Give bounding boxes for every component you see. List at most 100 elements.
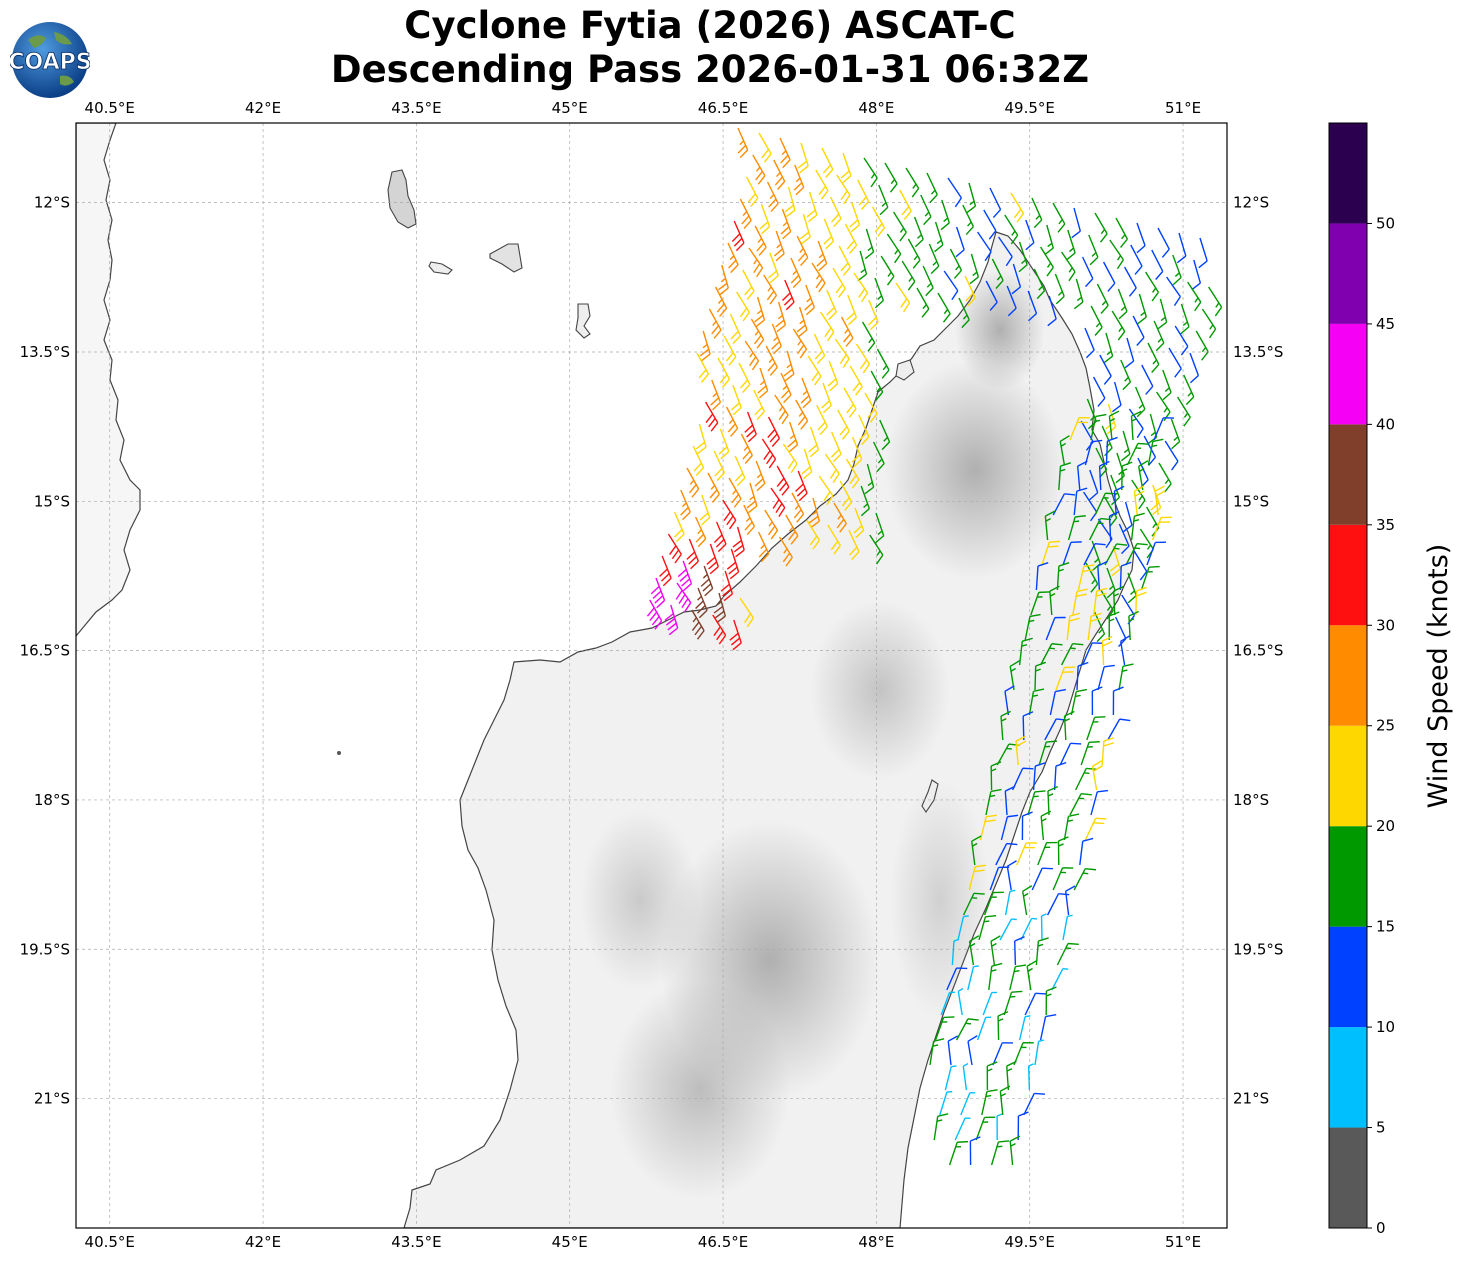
wind-barb — [1017, 1111, 1029, 1141]
barb-flag — [654, 620, 663, 630]
wind-barb — [1024, 613, 1041, 641]
sainte-marie — [921, 779, 939, 813]
barb-flag — [1009, 1135, 1021, 1142]
wind-barb — [824, 453, 840, 484]
colorbar-bin — [1329, 625, 1367, 726]
barb-shaft — [944, 1066, 952, 1091]
barb-half — [1118, 326, 1123, 332]
barb-shaft — [868, 299, 879, 323]
barb-half — [1123, 448, 1129, 454]
barb-flag — [1109, 563, 1120, 572]
barb-flag — [840, 170, 850, 179]
barb-flag — [967, 1018, 979, 1021]
barb-half — [1109, 585, 1114, 590]
barb-half — [941, 1021, 948, 1023]
barb-shaft — [851, 436, 863, 460]
barb-shaft — [1119, 565, 1122, 591]
wind-barb — [838, 245, 851, 276]
barb-shaft — [937, 292, 951, 315]
barb-flag — [967, 297, 976, 307]
wind-barb — [779, 536, 793, 567]
wind-barb — [796, 235, 809, 267]
barb-flag — [1014, 936, 1025, 942]
barb-flag — [822, 405, 832, 414]
wind-barb — [1080, 741, 1100, 766]
lon-tick-label-bottom: 43.5°E — [391, 1233, 441, 1251]
barb-flag — [846, 240, 855, 250]
barb-flag — [1065, 885, 1076, 892]
barb-half — [1146, 544, 1152, 550]
barb-flag — [732, 335, 741, 345]
barb-shaft — [1136, 222, 1146, 246]
barb-shaft — [1130, 516, 1136, 541]
barb-half — [797, 340, 802, 346]
barb-flag — [1005, 785, 1016, 792]
barb-half — [1101, 300, 1107, 306]
barb-shaft — [680, 489, 691, 513]
barb-shaft — [682, 560, 693, 584]
africa-coast — [76, 123, 141, 637]
barb-half — [1152, 287, 1157, 293]
lon-tick-label-top: 51°E — [1165, 99, 1201, 117]
barb-flag — [867, 409, 876, 419]
wind-barb — [801, 448, 813, 480]
barb-shaft — [765, 345, 778, 368]
barb-flag — [673, 528, 683, 538]
wind-barb — [740, 433, 753, 464]
barb-flag — [1076, 593, 1087, 597]
barb-flag — [842, 358, 850, 369]
barb-half — [1075, 694, 1081, 698]
wind-barb — [1066, 612, 1081, 641]
barb-flag — [742, 383, 751, 393]
wind-barb — [1098, 460, 1110, 491]
barb-half — [1209, 324, 1214, 330]
barb-shaft — [1151, 249, 1164, 272]
barb-flag — [1096, 587, 1108, 592]
barb-flag — [747, 505, 758, 514]
wind-barb — [901, 260, 916, 291]
barb-flag — [965, 292, 974, 302]
barb-half — [1009, 995, 1016, 998]
colorbar-tick-label: 40 — [1376, 415, 1395, 433]
wind-barb — [1164, 440, 1179, 471]
barb-flag — [735, 242, 745, 252]
barb-flag — [828, 311, 837, 321]
barb-flag — [649, 611, 658, 622]
barb-half — [1098, 522, 1104, 525]
lon-tick-label-top: 49.5°E — [1005, 99, 1055, 117]
barb-half — [1121, 234, 1126, 240]
barb-half — [991, 991, 998, 994]
barb-half — [1059, 468, 1066, 472]
barb-flag — [1067, 942, 1079, 946]
barb-half — [1082, 872, 1089, 875]
wind-barb — [1127, 572, 1137, 604]
barb-shaft — [1122, 430, 1131, 455]
barb-half — [876, 550, 881, 556]
barb-flag — [1094, 326, 1103, 336]
barb-half — [697, 529, 702, 535]
barb-flag — [802, 399, 812, 409]
barb-flag — [1155, 541, 1167, 544]
barb-flag — [1077, 661, 1089, 667]
wind-barb — [710, 379, 722, 411]
grande-comore — [387, 169, 417, 229]
small-islet — [337, 751, 341, 755]
wind-barb — [1146, 541, 1167, 566]
wind-barb — [808, 426, 820, 458]
barb-shaft — [791, 492, 805, 515]
barb-flag — [700, 373, 709, 383]
barb-shaft — [744, 340, 760, 362]
barb-shaft — [811, 262, 826, 284]
barb-flag — [695, 467, 705, 477]
barb-flag — [1111, 404, 1122, 413]
barb-half — [798, 411, 804, 417]
barb-flag — [990, 761, 1002, 767]
barb-shaft — [1067, 516, 1076, 541]
barb-half — [972, 842, 978, 847]
barb-flag — [799, 231, 810, 240]
wind-barb — [1151, 249, 1164, 280]
wind-barb — [1099, 354, 1112, 385]
barb-flag — [785, 556, 793, 567]
wind-barb — [1047, 785, 1059, 816]
barb-half — [1092, 721, 1099, 723]
